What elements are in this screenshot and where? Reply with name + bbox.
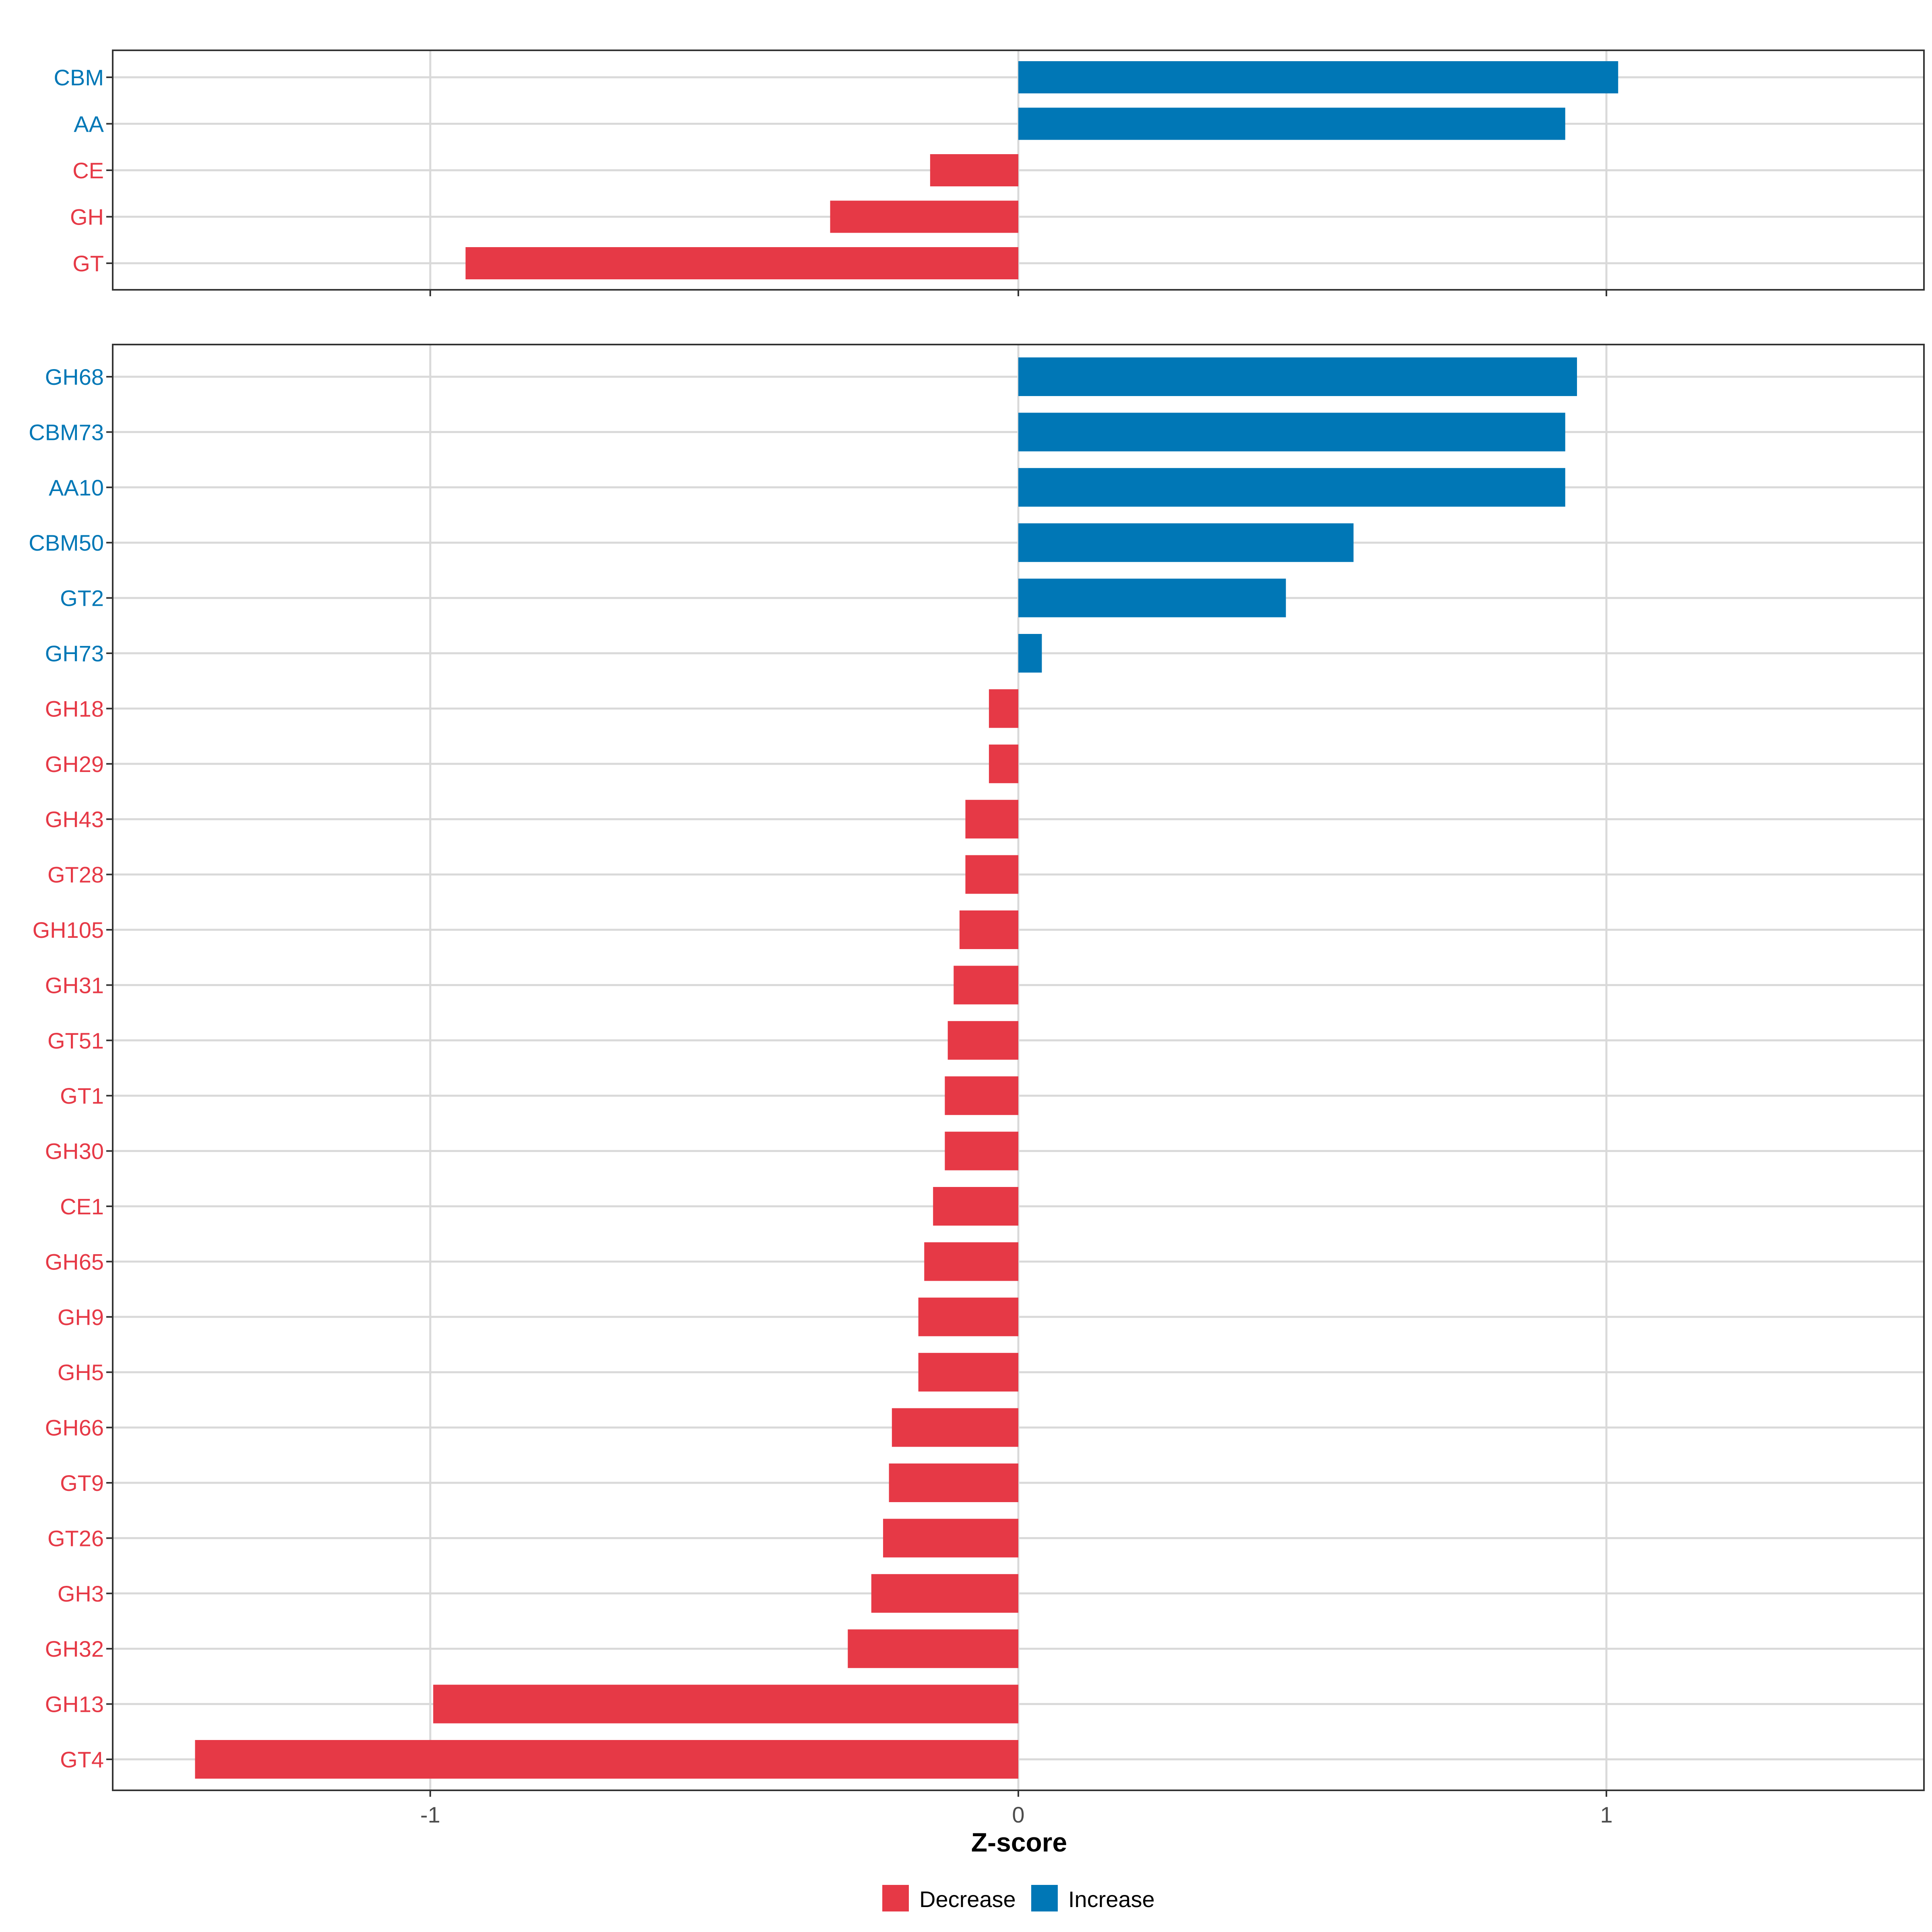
top-panel: CBM AA CE GH GT (54, 50, 1925, 296)
y-tick-label: GH29 (45, 751, 104, 777)
y-tick-label: GT2 (60, 586, 104, 611)
x-tick-label: 1 (1600, 1802, 1612, 1827)
y-tick-label: AA10 (49, 475, 104, 500)
x-tick-label: -1 (420, 1802, 440, 1827)
y-tick-label: GH5 (58, 1360, 104, 1385)
y-tick-label: CBM50 (29, 530, 104, 555)
y-tick-label: CE1 (60, 1194, 104, 1219)
y-tick-label: GT51 (47, 1028, 104, 1053)
y-tick-label: CBM (54, 65, 104, 90)
y-tick-label: GT28 (47, 862, 104, 888)
y-tick-label: GH3 (58, 1581, 104, 1606)
bar-gt28 (965, 855, 1018, 894)
y-tick-label: GH13 (45, 1692, 104, 1717)
y-tick-label: GT9 (60, 1470, 104, 1496)
y-tick-label: GH66 (45, 1415, 104, 1441)
y-tick-label: GH105 (33, 917, 104, 943)
bar-gt (465, 247, 1018, 279)
bar-gt1 (945, 1076, 1018, 1115)
bar-cbm73 (1018, 413, 1565, 452)
x-tick-label: 0 (1012, 1802, 1024, 1827)
bar-gh9 (918, 1297, 1018, 1336)
legend-label-decrease: Decrease (919, 1887, 1016, 1912)
y-tick-label: GT (72, 251, 104, 276)
bar-gh43 (965, 800, 1018, 839)
y-tick-label: GH9 (58, 1305, 104, 1330)
bar-gh66 (892, 1408, 1018, 1447)
bar-gh32 (848, 1629, 1018, 1668)
bar-aa (1018, 107, 1565, 140)
bar-ce (930, 154, 1018, 186)
legend: Decrease Increase (882, 1885, 1155, 1912)
y-tick-label: GT4 (60, 1747, 104, 1772)
bar-gh3 (871, 1574, 1018, 1613)
bottom-panel: GH68 CBM73 AA10 CBM50 GT2 GH73 GH18 GH29 GH43 GT2… (29, 344, 1925, 1827)
bar-gh13 (433, 1684, 1018, 1724)
y-tick-label: GT26 (47, 1525, 104, 1551)
bar-ce1 (933, 1187, 1018, 1226)
legend-swatch-decrease (882, 1885, 909, 1911)
bar-gh18 (989, 689, 1018, 728)
bar-gt9 (889, 1463, 1018, 1502)
bar-cbm (1018, 61, 1618, 93)
bar-gh65 (924, 1242, 1018, 1281)
y-tick-label: GH65 (45, 1249, 104, 1274)
bar-gh30 (945, 1131, 1018, 1170)
bar-gt4 (195, 1740, 1019, 1779)
bar-gh29 (989, 744, 1018, 783)
x-axis-title: Z-score (971, 1827, 1067, 1857)
bar-gh105 (959, 910, 1018, 949)
bar-gh73 (1018, 634, 1042, 673)
bar-gt51 (947, 1021, 1018, 1060)
y-tick-label: GH (70, 204, 104, 230)
bar-gh5 (918, 1353, 1018, 1392)
y-tick-label: AA (74, 111, 104, 137)
y-tick-label: CE (72, 158, 104, 183)
y-tick-label: GH18 (45, 696, 104, 721)
y-tick-label: GH73 (45, 641, 104, 666)
bar-aa10 (1018, 468, 1565, 507)
bar-gh68 (1018, 357, 1577, 396)
bar-cbm50 (1018, 523, 1354, 562)
y-tick-label: GH43 (45, 807, 104, 832)
bar-gt26 (883, 1519, 1018, 1558)
y-tick-label: GT1 (60, 1083, 104, 1108)
bar-gh31 (954, 966, 1018, 1005)
y-tick-label: GH31 (45, 972, 104, 998)
y-tick-label: CBM73 (29, 419, 104, 445)
bar-gh (830, 200, 1018, 233)
y-tick-label: GH32 (45, 1636, 104, 1662)
legend-label-increase: Increase (1068, 1887, 1155, 1912)
y-tick-label: GH68 (45, 364, 104, 390)
y-tick-label: GH30 (45, 1139, 104, 1164)
legend-swatch-increase (1031, 1885, 1058, 1911)
bar-gt2 (1018, 578, 1286, 617)
